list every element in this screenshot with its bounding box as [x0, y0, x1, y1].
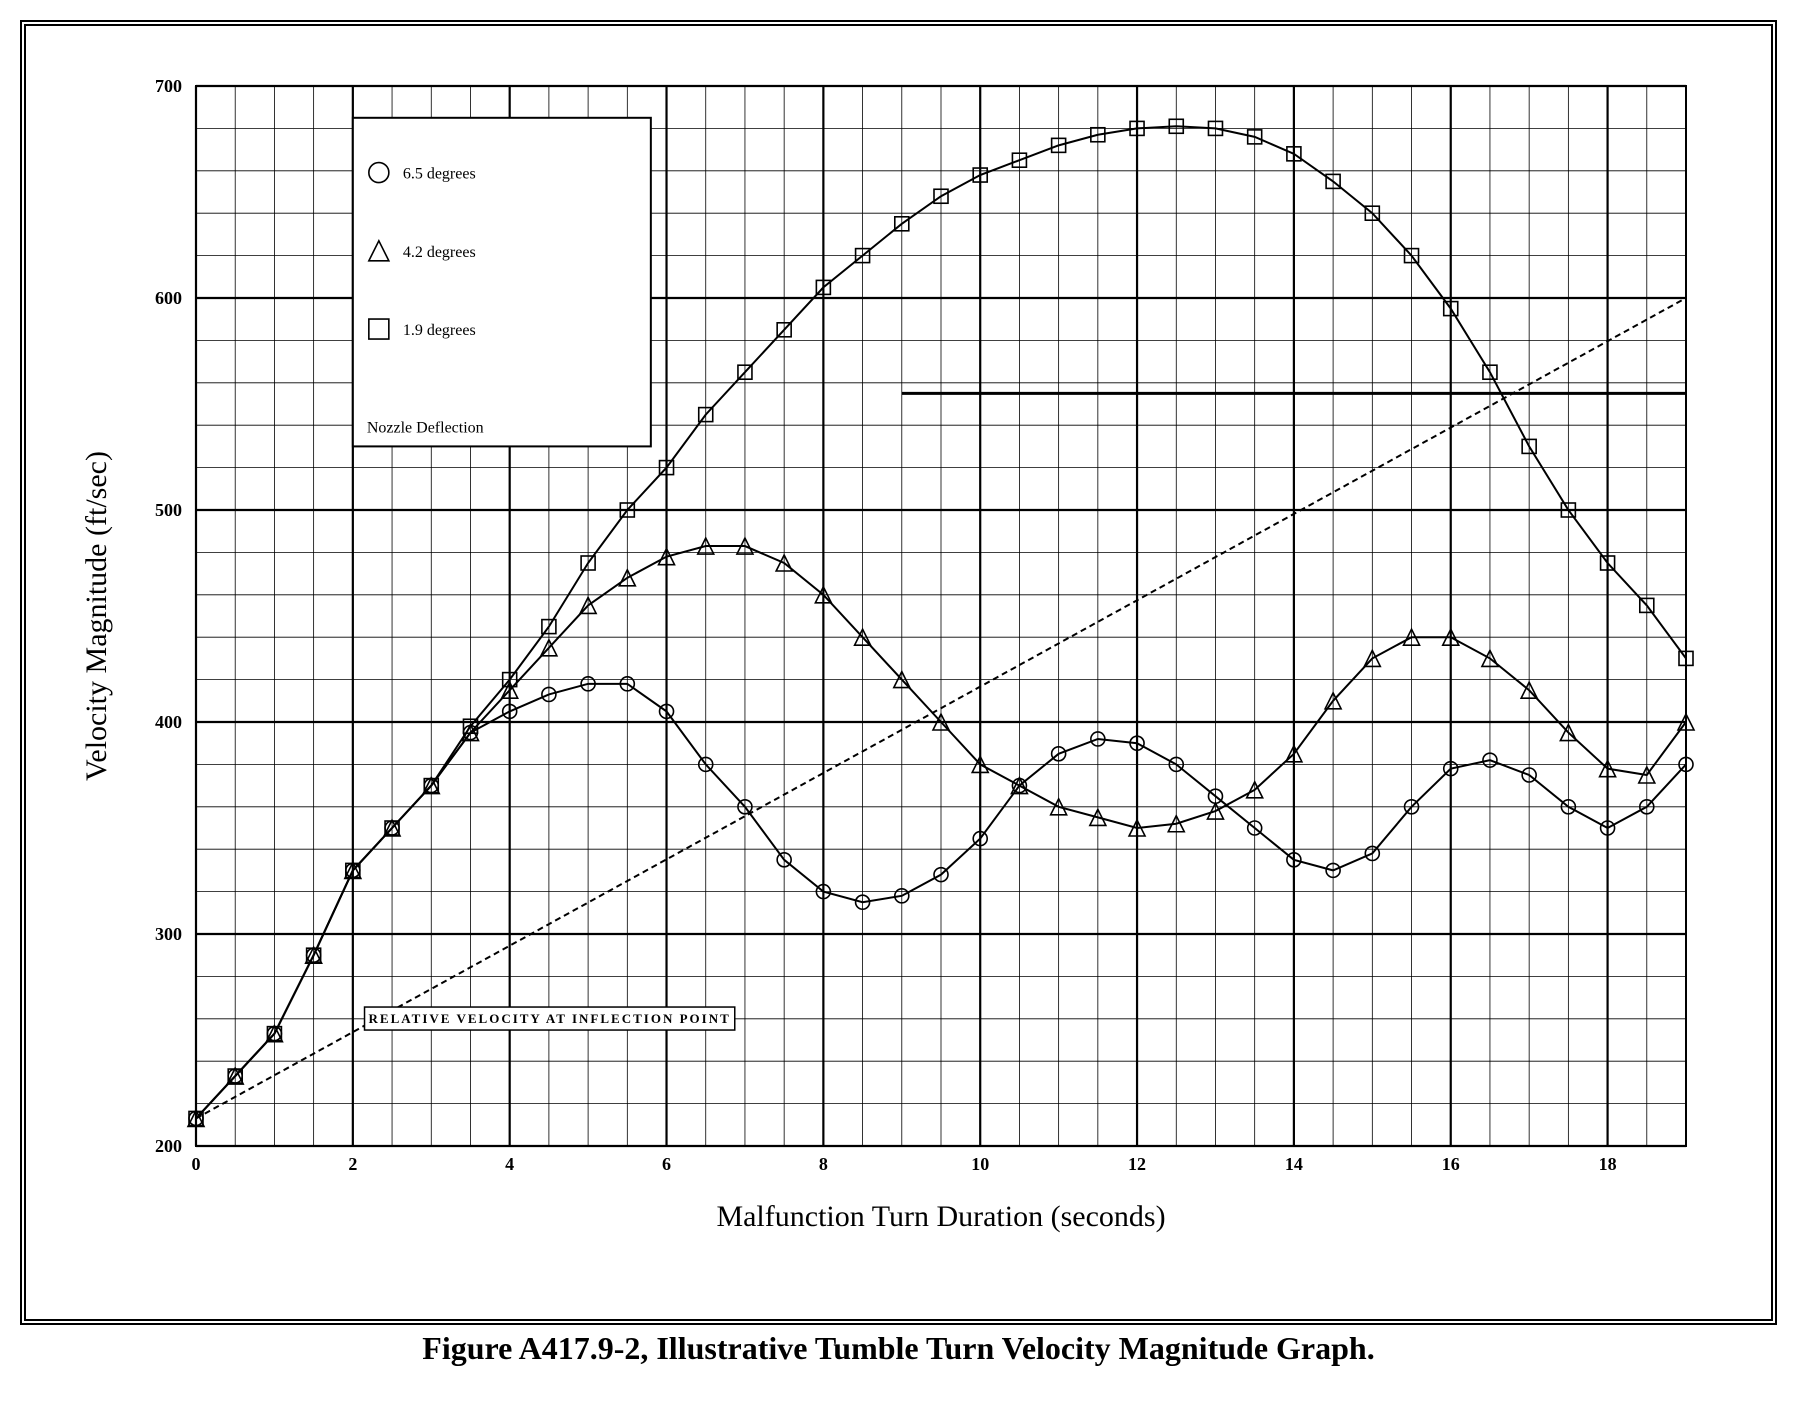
svg-text:Malfunction Turn Duration (sec: Malfunction Turn Duration (seconds): [716, 1200, 1165, 1233]
svg-text:2: 2: [348, 1154, 357, 1174]
svg-text:200: 200: [155, 1136, 182, 1156]
svg-text:600: 600: [155, 288, 182, 308]
svg-text:RELATIVE VELOCITY AT INFLECTIO: RELATIVE VELOCITY AT INFLECTION POINT: [369, 1011, 731, 1026]
svg-text:500: 500: [155, 500, 182, 520]
svg-text:Velocity Magnitude (ft/sec): Velocity Magnitude (ft/sec): [80, 451, 113, 781]
svg-text:0: 0: [192, 1154, 201, 1174]
legend: 6.5 degrees 4.2 degrees 1.9 degrees Nozzle …: [353, 118, 651, 447]
svg-text:10: 10: [971, 1154, 989, 1174]
page: 0 2 4 6 8 10 12 14 16 18 200 300 400 500 600 700 Malfunc…: [0, 0, 1797, 1403]
svg-text:6.5 degrees: 6.5 degrees: [403, 166, 476, 183]
svg-text:Nozzle Deflection: Nozzle Deflection: [367, 419, 484, 436]
svg-text:4: 4: [505, 1154, 514, 1174]
svg-text:14: 14: [1285, 1154, 1303, 1174]
chart-holder: 0 2 4 6 8 10 12 14 16 18 200 300 400 500 600 700 Malfunc…: [46, 46, 1751, 1299]
svg-text:6: 6: [662, 1154, 671, 1174]
svg-text:400: 400: [155, 712, 182, 732]
svg-text:4.2 degrees: 4.2 degrees: [403, 244, 476, 261]
svg-text:16: 16: [1442, 1154, 1460, 1174]
svg-text:8: 8: [819, 1154, 828, 1174]
svg-text:12: 12: [1128, 1154, 1146, 1174]
svg-text:700: 700: [155, 76, 182, 96]
svg-text:300: 300: [155, 924, 182, 944]
svg-text:1.9 degrees: 1.9 degrees: [403, 322, 476, 339]
figure-caption: Figure A417.9-2, Illustrative Tumble Tur…: [0, 1330, 1797, 1367]
chart-frame: 0 2 4 6 8 10 12 14 16 18 200 300 400 500 600 700 Malfunc…: [20, 20, 1777, 1325]
svg-text:18: 18: [1599, 1154, 1617, 1174]
tumble-turn-chart: 0 2 4 6 8 10 12 14 16 18 200 300 400 500 600 700 Malfunc…: [46, 46, 1751, 1296]
annotation: RELATIVE VELOCITY AT INFLECTION POINT: [365, 1007, 735, 1030]
